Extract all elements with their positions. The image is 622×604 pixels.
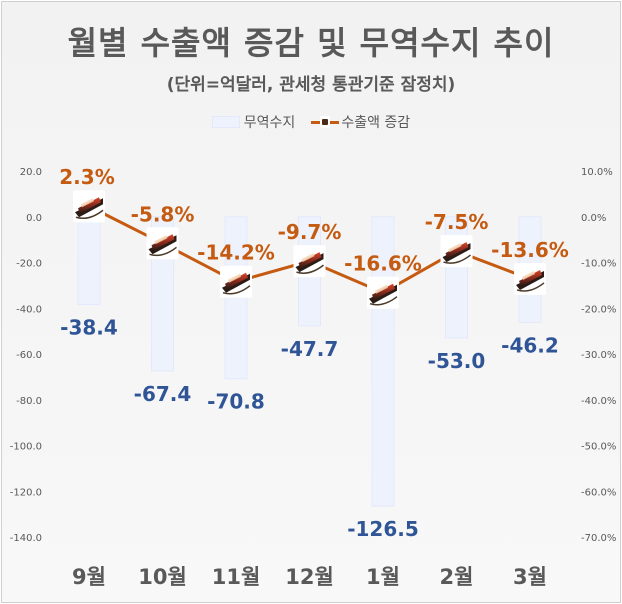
y-left-tick-label: 0.0 — [26, 213, 42, 224]
y-right-tick-label: -20.0% — [581, 304, 616, 315]
bar-value-label: -70.8 — [207, 390, 265, 414]
y-left-tick-label: 20.0 — [20, 167, 42, 178]
ship-icon — [440, 235, 473, 268]
line-value-label: -14.2% — [197, 241, 275, 265]
bar-value-label: -38.4 — [60, 316, 118, 340]
y-right-tick-label: -30.0% — [581, 350, 616, 361]
bar-trade-balance — [445, 216, 468, 339]
bar-value-label: -47.7 — [281, 337, 339, 361]
y-left-tick-label: -60.0 — [16, 350, 42, 361]
y-left-tick-label: -120.0 — [10, 487, 42, 498]
line-value-label: -5.8% — [131, 202, 195, 226]
line-value-label: -13.6% — [491, 238, 569, 262]
ship-icon — [320, 116, 331, 128]
y-right-tick-label: -50.0% — [581, 442, 616, 453]
x-category-label: 12월 — [285, 565, 334, 589]
y-right-tick-label: 10.0% — [581, 167, 613, 178]
x-category-label: 11월 — [212, 565, 261, 589]
legend-line-label: 수출액 증감 — [341, 115, 411, 131]
chart-subtitle: (단위=억달러, 관세청 통관기준 잠정치) — [166, 75, 456, 95]
y-right-tick-label: 0.0% — [581, 213, 606, 224]
y-right-tick-label: -60.0% — [581, 487, 616, 498]
ship-icon — [293, 245, 326, 278]
chart-title: 월별 수출액 증감 및 무역수지 추이 — [67, 24, 555, 62]
y-left-tick-label: -100.0 — [10, 442, 42, 453]
bar-value-label: -46.2 — [501, 333, 559, 357]
chart-legend: 무역수지 수출액 증감 — [0, 112, 622, 132]
legend-item-trade-balance: 무역수지 — [211, 112, 296, 132]
x-category-label: 10월 — [138, 565, 187, 589]
ship-icon — [146, 227, 179, 260]
line-value-label: -16.6% — [344, 252, 422, 276]
y-right-tick-label: -70.0% — [581, 533, 616, 544]
line-value-label: -7.5% — [425, 210, 489, 234]
bar-value-label: -53.0 — [428, 349, 486, 373]
ship-icon — [514, 262, 546, 295]
y-left-tick-label: -40.0 — [16, 304, 42, 315]
y-left-tick-label: -140.0 — [10, 533, 42, 544]
bar-value-label: -67.4 — [134, 382, 192, 406]
x-category-label: 3월 — [513, 565, 547, 589]
bar-trade-balance — [77, 216, 101, 306]
line-value-label: -9.7% — [278, 220, 342, 244]
x-category-label: 1월 — [366, 565, 400, 589]
y-left-tick-label: -80.0 — [16, 396, 42, 407]
line-value-label: 2.3% — [59, 165, 114, 189]
y-right-tick-label: -10.0% — [581, 259, 616, 270]
y-left-tick-label: -20.0 — [16, 259, 42, 270]
legend-bar-swatch — [211, 116, 240, 128]
bar-value-label: -126.5 — [347, 517, 419, 541]
legend-bar-label: 무역수지 — [243, 115, 296, 131]
legend-item-export-change: 수출액 증감 — [311, 112, 410, 132]
ship-icon — [220, 265, 252, 298]
ship-icon — [367, 276, 399, 309]
y-right-tick-label: -40.0% — [581, 396, 616, 407]
x-category-label: 2월 — [440, 565, 474, 589]
legend-line-swatch — [311, 116, 340, 128]
x-category-label: 9월 — [72, 565, 106, 589]
ship-icon — [73, 190, 105, 223]
bar-trade-balance — [224, 216, 248, 380]
